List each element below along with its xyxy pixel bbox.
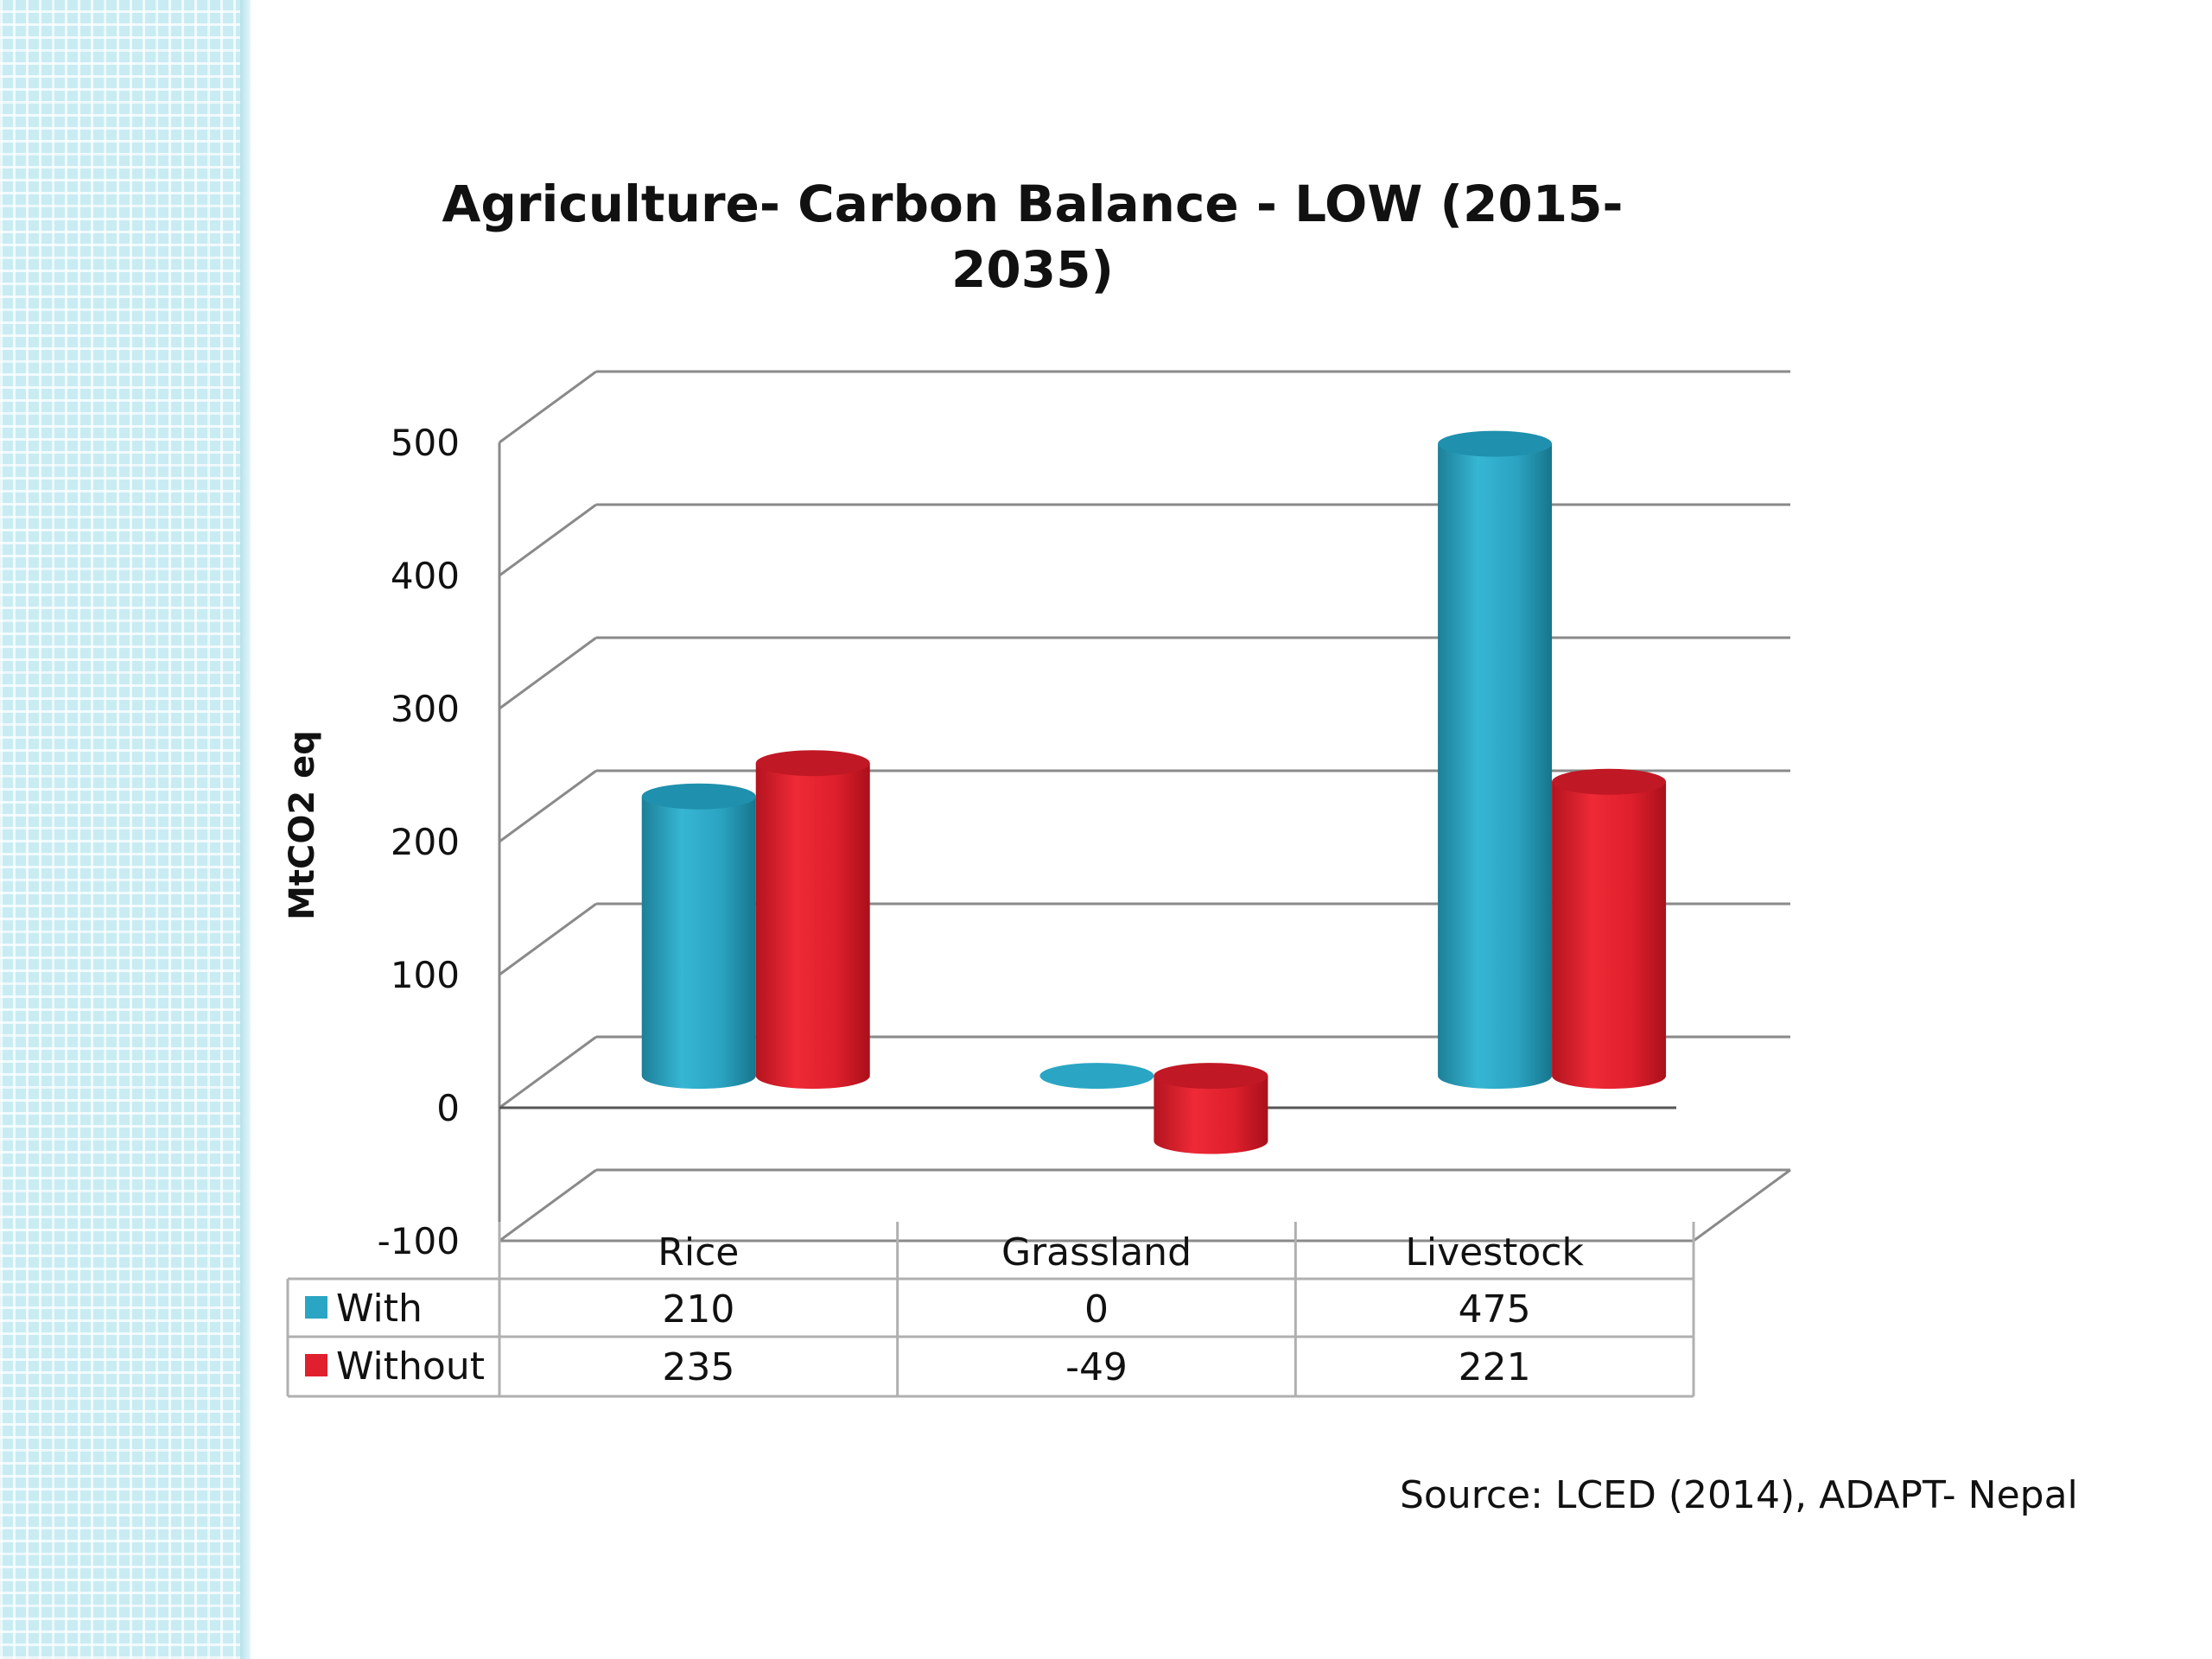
side-wall-line — [499, 769, 597, 843]
x-tick-label: Rice — [658, 1230, 739, 1274]
legend-label-without: Without — [336, 1344, 485, 1389]
side-pattern-panel — [0, 0, 251, 1659]
y-tick-label: 400 — [391, 555, 460, 597]
side-wall-line — [499, 902, 597, 976]
data-label: 235 — [662, 1345, 734, 1389]
y-tick-label: -100 — [378, 1220, 460, 1262]
chart-title: Agriculture- Carbon Balance - LOW (2015-… — [432, 171, 1633, 302]
legend-swatch-with — [305, 1296, 327, 1319]
y-tick-label: 500 — [391, 422, 460, 464]
bar-without-grassland — [1154, 1076, 1268, 1154]
y-tick-label: 200 — [391, 821, 460, 863]
data-label: 210 — [662, 1287, 734, 1332]
bar-with-rice — [641, 796, 756, 1090]
bar-cap-with-livestock — [1438, 430, 1553, 457]
x-tick-label: Grassland — [1001, 1230, 1192, 1274]
bar-without-livestock — [1552, 781, 1667, 1090]
data-label: 475 — [1459, 1287, 1531, 1332]
bar-without-rice — [755, 763, 870, 1090]
chart-title-line-2: 2035) — [951, 240, 1114, 299]
side-wall-line — [499, 636, 597, 710]
x-tick-label: Livestock — [1405, 1230, 1584, 1274]
data-label: 221 — [1459, 1345, 1531, 1389]
chart-title-line-1: Agriculture- Carbon Balance - LOW (2015- — [442, 175, 1624, 233]
side-pattern-edge — [240, 0, 251, 1659]
data-label: -49 — [1065, 1345, 1128, 1389]
bar-with-grassland — [1039, 1063, 1154, 1090]
y-tick-label: 0 — [436, 1087, 460, 1129]
data-label: 0 — [1084, 1287, 1109, 1332]
side-wall-line — [499, 1168, 597, 1243]
bar-cap-with-rice — [641, 783, 756, 810]
side-wall-line — [499, 503, 597, 577]
side-wall-line — [499, 1035, 597, 1109]
legend-label-with: With — [336, 1287, 423, 1331]
source-caption: Source: LCED (2014), ADAPT- Nepal — [1400, 1473, 2078, 1517]
bar-cap-without-grassland — [1154, 1063, 1268, 1090]
bar-with-livestock — [1438, 443, 1553, 1090]
bar-cap-without-rice — [755, 750, 870, 777]
bar-cap-without-livestock — [1552, 768, 1667, 795]
y-tick-label: 100 — [391, 954, 460, 996]
y-tick-label: 300 — [391, 688, 460, 730]
side-wall-line — [499, 370, 597, 444]
floor-right-edge — [1693, 1168, 1791, 1243]
legend-swatch-without — [305, 1354, 327, 1376]
